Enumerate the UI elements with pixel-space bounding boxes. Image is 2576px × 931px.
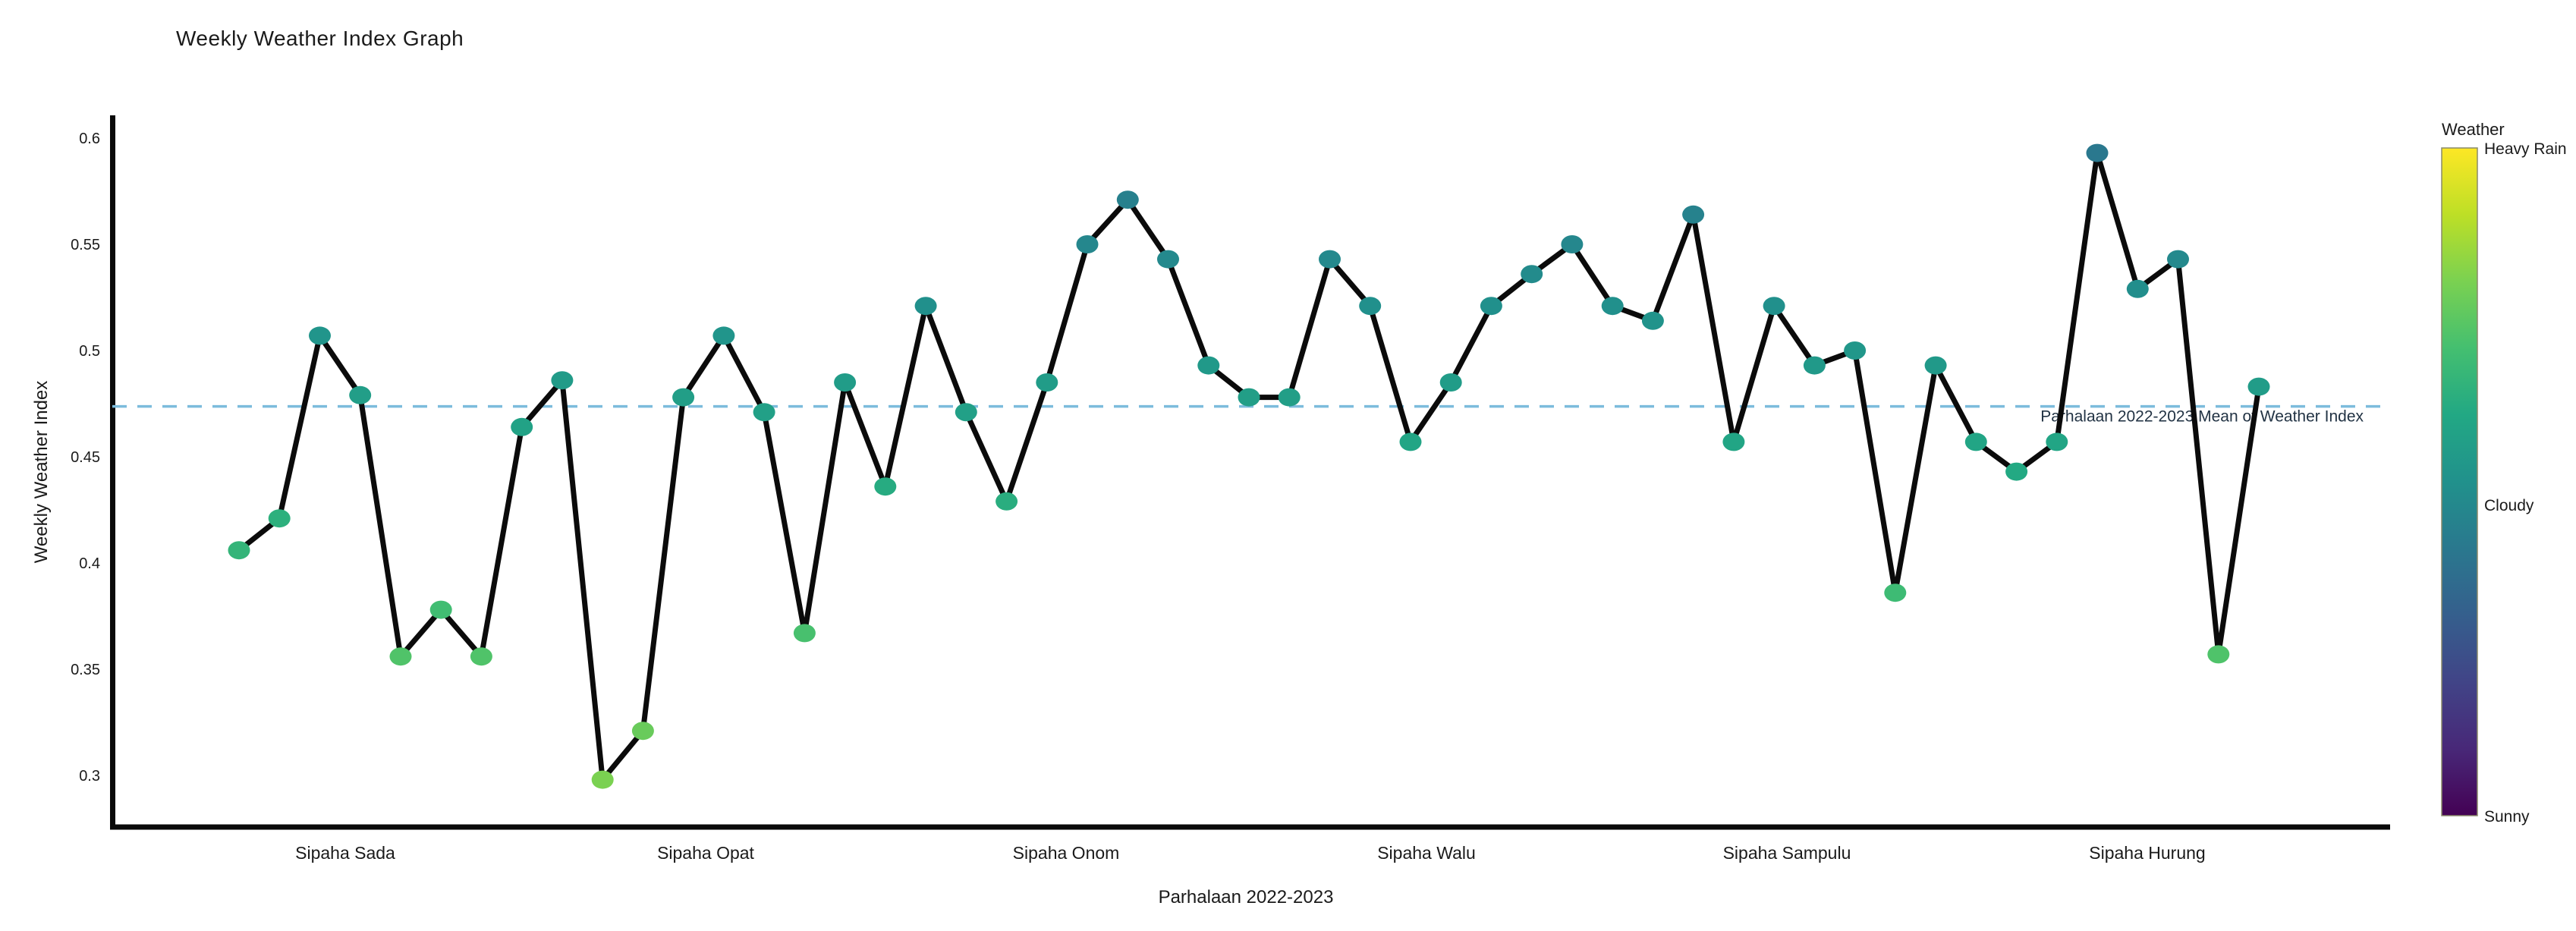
data-point-week-28 [1319,250,1341,269]
data-point-week-21 [1036,373,1058,392]
y-axis: Weekly Weather Index 0.60.550.50.450.40.… [31,115,115,830]
data-point-week-31 [1439,373,1462,392]
data-point-week-42 [1884,583,1907,602]
data-point-week-11 [631,722,654,741]
x-tick-label: Sipaha Opat [657,843,754,863]
x-axis-title: Parhalaan 2022-2023 [1159,887,1334,907]
chart-title: Weekly Weather Index Graph [176,27,464,50]
x-tick-label: Sipaha Sampulu [1723,843,1851,863]
data-point-week-20 [995,492,1018,511]
data-point-week-29 [1359,297,1382,316]
data-point-week-17 [874,477,897,496]
data-point-week-49 [2167,250,2189,269]
data-point-week-36 [1641,311,1664,330]
y-tick-label: 0.6 [79,131,100,147]
x-tick-label: Sipaha Sada [295,843,395,863]
data-points [228,143,2270,789]
data-point-week-45 [2005,462,2028,481]
data-point-week-35 [1601,297,1624,316]
data-point-week-37 [1682,205,1705,224]
data-point-week-22 [1076,235,1099,253]
x-tick-label: Sipaha Onom [1013,843,1120,863]
legend-title: Weather [2442,120,2505,139]
data-point-week-15 [793,624,816,643]
data-point-week-4 [349,385,372,404]
y-tick-label: 0.45 [71,449,100,466]
colorbar-gradient [2441,147,2478,816]
data-point-week-33 [1521,265,1543,284]
y-tick-label: 0.4 [79,555,100,572]
data-point-week-38 [1722,432,1745,451]
x-axis: Parhalaan 2022-2023 Sipaha Sada Sipaha Op… [110,824,2390,907]
data-point-week-10 [591,770,614,789]
data-point-week-25 [1197,356,1220,375]
data-point-week-3 [309,326,331,345]
data-point-week-2 [268,509,291,528]
data-point-week-13 [712,326,735,345]
y-tick-label: 0.35 [71,662,100,678]
data-point-week-7 [470,647,492,666]
data-point-week-26 [1238,388,1260,407]
data-point-week-30 [1399,432,1422,451]
x-tick-label: Sipaha Walu [1377,843,1476,863]
data-point-week-6 [429,600,452,619]
data-point-week-43 [1924,356,1947,375]
data-point-week-44 [1964,432,1987,451]
y-tick-labels: 0.6 0.55 0.5 0.45 0.4 0.35 0.3 [71,131,100,785]
data-point-week-16 [834,373,857,392]
data-point-week-47 [2086,143,2109,162]
mean-line-group: Parhalaan 2022-2023 Mean of Weather Inde… [112,404,2390,426]
data-point-week-51 [2247,377,2270,396]
data-point-week-40 [1803,356,1826,375]
mean-line-label: Parhalaan 2022-2023 Mean of Weather Inde… [2040,408,2364,426]
data-point-week-24 [1157,250,1179,269]
data-point-week-14 [753,403,775,422]
y-axis-title: Weekly Weather Index [31,381,52,564]
y-tick-label: 0.55 [71,237,100,253]
data-point-week-9 [551,371,574,390]
x-tick-labels: Sipaha Sada Sipaha Opat Sipaha Onom Sipaha … [295,843,2206,863]
data-point-week-39 [1763,297,1785,316]
data-point-week-46 [2046,432,2068,451]
legend-label-sunny: Sunny [2484,808,2530,826]
data-point-week-27 [1278,388,1301,407]
legend-label-heavy-rain: Heavy Rain [2484,140,2567,158]
data-point-week-8 [511,417,533,436]
y-tick-label: 0.5 [79,343,100,360]
data-point-week-18 [914,297,937,316]
y-tick-label: 0.3 [79,768,100,785]
x-tick-label: Sipaha Hurung [2089,843,2205,863]
data-point-week-41 [1844,341,1867,360]
colorbar-legend: Weather Heavy Rain Cloudy Sunny [2441,120,2567,826]
data-point-week-12 [672,388,695,407]
data-point-week-1 [228,541,250,560]
data-point-week-48 [2126,279,2149,298]
data-point-week-19 [955,403,977,422]
data-point-week-5 [389,647,412,666]
series-line [236,150,2262,783]
data-point-week-23 [1116,190,1139,209]
data-point-week-32 [1480,297,1502,316]
data-point-week-50 [2207,645,2230,664]
legend-label-cloudy: Cloudy [2484,497,2534,514]
data-point-week-34 [1561,235,1584,253]
